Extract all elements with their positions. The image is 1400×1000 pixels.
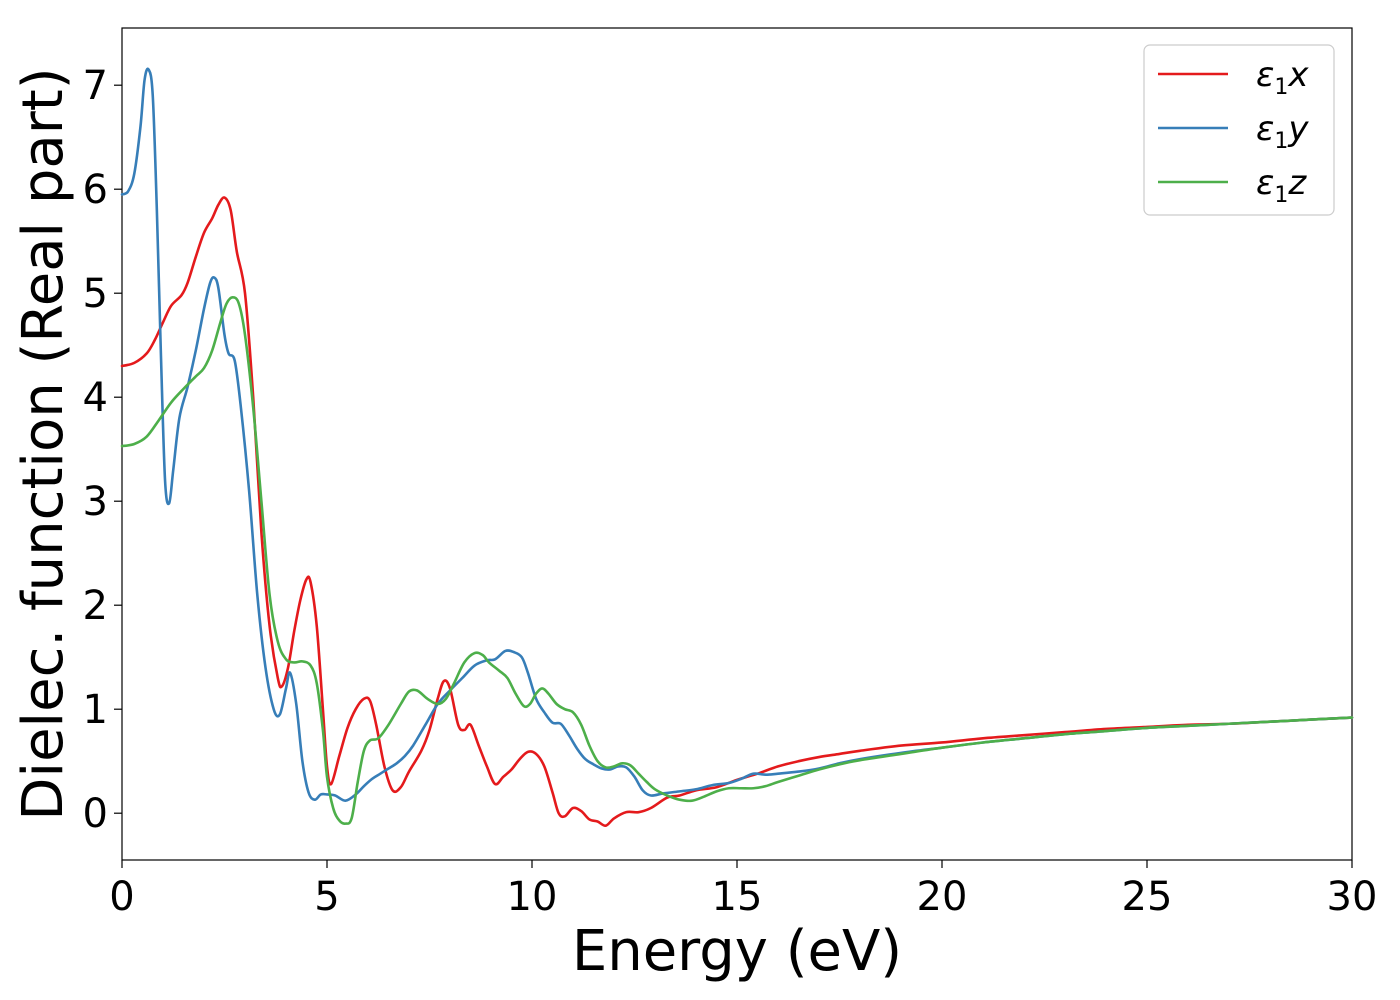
series-line-epsilon1z (120, 296, 1354, 825)
legend-label-epsilon1x: ε1x (1256, 55, 1309, 100)
legend-label-epsilon1y: ε1y (1256, 109, 1309, 154)
x-tick-label: 20 (917, 874, 968, 920)
legend-label-epsilon1z: ε1z (1256, 163, 1307, 208)
x-axis-ticks: 0 5 10 15 20 25 30 (109, 860, 1377, 920)
y-tick-label: 5 (83, 271, 108, 317)
series-lines (120, 67, 1354, 827)
legend: ε1x ε1y ε1z (1143, 44, 1335, 216)
y-tick-label: 6 (83, 167, 108, 213)
series-line-epsilon1x (120, 196, 1354, 827)
x-tick-label: 25 (1122, 874, 1173, 920)
y-tick-label: 4 (83, 375, 108, 421)
x-tick-label: 0 (109, 874, 134, 920)
x-axis-title: Energy (eV) (572, 919, 902, 984)
y-tick-label: 7 (83, 63, 108, 109)
x-tick-label: 15 (712, 874, 763, 920)
y-tick-label: 2 (83, 583, 108, 629)
legend-box (1143, 44, 1335, 216)
y-tick-label: 0 (83, 791, 108, 837)
y-axis-title: Dielec. function (Real part) (11, 67, 76, 820)
x-tick-label: 5 (314, 874, 339, 920)
x-tick-label: 10 (507, 874, 558, 920)
y-tick-label: 3 (83, 479, 108, 525)
y-tick-label: 1 (83, 687, 108, 733)
y-axis-ticks: 0 1 2 3 4 5 6 7 (83, 63, 122, 837)
x-tick-label: 30 (1327, 874, 1378, 920)
